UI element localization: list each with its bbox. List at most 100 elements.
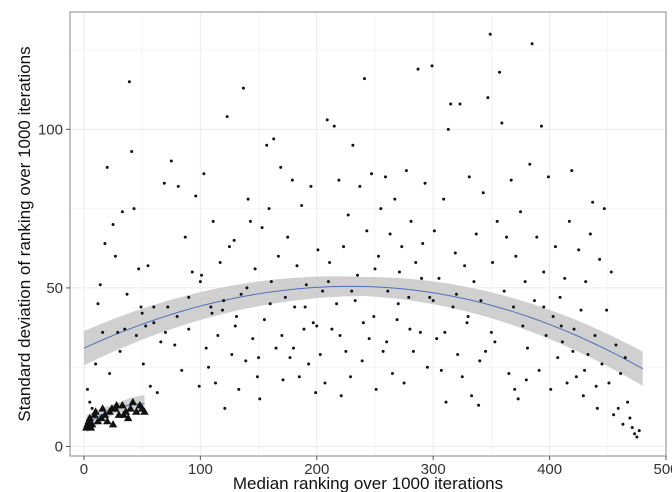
data-points: [82, 32, 641, 439]
dot-point: [583, 368, 587, 372]
triangle-point: [119, 410, 128, 418]
dot-point: [248, 219, 252, 223]
dot-point: [411, 349, 415, 353]
grid-lines: [70, 12, 667, 456]
dot-point: [495, 219, 499, 223]
dot-point: [551, 314, 555, 318]
x-tick-label: 500: [653, 461, 672, 478]
dot-point: [246, 197, 250, 201]
dot-point: [123, 327, 127, 331]
x-tick-label: 400: [537, 461, 562, 478]
dot-point: [105, 165, 109, 169]
dot-point: [326, 280, 330, 284]
dot-point: [479, 299, 483, 303]
dot-point: [227, 245, 231, 249]
dot-point: [456, 353, 460, 357]
dot-point: [435, 337, 439, 341]
dot-point: [393, 197, 397, 201]
dot-point: [216, 333, 220, 337]
dot-point: [290, 178, 294, 182]
dot-point: [281, 378, 285, 382]
dot-point: [141, 362, 145, 366]
dot-point: [155, 391, 159, 395]
dot-point: [594, 384, 598, 388]
dot-point: [118, 349, 122, 353]
dot-point: [283, 295, 287, 299]
dot-point: [430, 64, 434, 68]
dot-point: [297, 375, 301, 379]
triangle-point: [103, 416, 112, 425]
dot-point: [512, 305, 516, 309]
dot-point: [295, 264, 299, 268]
dot-point: [383, 175, 387, 179]
dot-point: [365, 229, 369, 233]
confidence-bands: [83, 276, 643, 433]
dot-point: [525, 346, 529, 350]
dot-point: [288, 356, 292, 360]
dot-point: [605, 308, 609, 312]
dot-point: [539, 124, 543, 128]
triangle-point: [124, 413, 133, 422]
dot-point: [577, 248, 581, 252]
dot-point: [113, 254, 117, 258]
dot-point: [367, 337, 371, 341]
dot-point: [276, 254, 280, 258]
dot-point: [210, 311, 214, 315]
dot-point: [586, 353, 590, 357]
dot-point: [425, 365, 429, 369]
dot-point: [535, 235, 539, 239]
dot-point: [516, 397, 520, 401]
dot-point: [532, 299, 536, 303]
dot-point: [484, 349, 488, 353]
triangle-point: [118, 401, 127, 409]
dot-point: [523, 280, 527, 284]
dot-point: [258, 397, 262, 401]
dot-point: [293, 305, 297, 309]
dot-point: [505, 235, 509, 239]
dot-point: [428, 295, 432, 299]
dot-point: [321, 289, 325, 293]
dot-point: [581, 394, 585, 398]
dot-point: [187, 295, 191, 299]
dot-point: [407, 295, 411, 299]
dot-point: [194, 194, 198, 198]
dot-point: [488, 32, 492, 36]
triangle-point: [140, 407, 149, 415]
dot-point: [621, 422, 625, 426]
dot-point: [351, 143, 355, 147]
dot-point: [420, 276, 424, 280]
dot-point: [234, 314, 238, 318]
dot-point: [423, 181, 427, 185]
dot-point: [318, 353, 322, 357]
triangle-point: [112, 401, 121, 409]
dot-point: [616, 406, 620, 410]
dot-point: [395, 318, 399, 322]
dot-point: [372, 314, 376, 318]
dot-point: [103, 242, 107, 246]
dot-point: [524, 378, 528, 382]
dot-point: [302, 327, 306, 331]
dot-point: [400, 245, 404, 249]
dot-point: [463, 264, 467, 268]
dot-point: [220, 308, 224, 312]
dot-point: [323, 381, 327, 385]
dot-point: [565, 381, 569, 385]
dot-point: [337, 178, 341, 182]
dot-point: [431, 299, 435, 303]
dot-point: [162, 181, 166, 185]
dot-point: [402, 381, 406, 385]
dot-point: [446, 127, 450, 131]
dot-point: [518, 210, 522, 214]
triangle-point: [108, 420, 118, 428]
confidence-band-1: [83, 276, 643, 386]
dot-point: [335, 302, 339, 306]
dot-point: [120, 210, 124, 214]
dot-point: [474, 232, 478, 236]
dot-point: [451, 305, 455, 309]
dot-point: [612, 413, 616, 417]
dot-point: [593, 333, 597, 337]
dot-point: [528, 162, 532, 166]
dot-point: [432, 229, 436, 233]
dot-point: [489, 330, 493, 334]
dot-point: [230, 353, 234, 357]
